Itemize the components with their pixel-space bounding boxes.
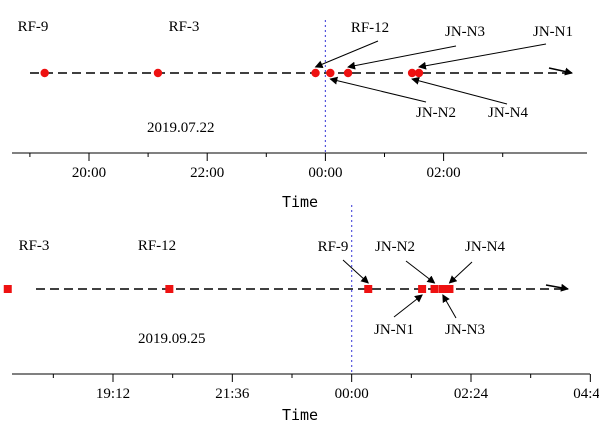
event-label: JN-N3 (445, 24, 485, 40)
event-marker (311, 68, 320, 78)
event-marker (165, 285, 174, 293)
markers-group-1 (40, 68, 424, 78)
leader-line (342, 259, 369, 284)
x-tick-label: 00:00 (335, 386, 369, 402)
event-label: RF-12 (351, 20, 389, 36)
event-label: JN-N1 (533, 24, 573, 40)
event-marker (326, 68, 335, 78)
event-marker (40, 68, 49, 78)
event-marker (407, 68, 417, 78)
event-marker (3, 285, 12, 293)
event-label: RF-9 (18, 19, 49, 35)
event-label: JN-N4 (465, 239, 505, 255)
timeline-end-arrow-2 (545, 283, 569, 292)
event-label: RF-3 (169, 19, 200, 35)
leader-line (347, 45, 457, 70)
event-marker (414, 68, 424, 78)
date-label-2: 2019.09.25 (138, 331, 206, 347)
x-tick-label: 21:36 (215, 386, 250, 402)
x-tick-label: 20:00 (72, 165, 106, 181)
leader-lines-group-2 (342, 259, 473, 319)
leader-line (442, 294, 457, 319)
leader-line (405, 260, 436, 284)
x-tick-label: 02:00 (427, 165, 461, 181)
x-tick-label: 22:00 (190, 165, 224, 181)
event-label: JN-N2 (416, 105, 456, 121)
event-marker (445, 285, 454, 293)
x-tick-label: 04:48 (573, 386, 599, 402)
x-axis-title-1: Time (282, 193, 318, 211)
event-marker (438, 285, 447, 293)
event-label: JN-N2 (375, 239, 415, 255)
date-label-1: 2019.07.22 (147, 120, 215, 136)
timeline-panel-2: 2019.09.25 19:12 21:36 00:00 02:24 04:48 Tim… (3, 205, 599, 424)
x-ticks-group-1: 20:00 22:00 00:00 02:00 (29, 153, 504, 181)
markers-group-2 (3, 285, 454, 293)
leader-lines-group-1 (314, 40, 547, 105)
event-label: RF-3 (19, 238, 50, 254)
event-label: JN-N1 (374, 322, 414, 338)
leader-line (411, 76, 508, 105)
x-tick-label: 19:12 (96, 386, 130, 402)
event-label: RF-9 (318, 239, 349, 255)
event-marker (364, 285, 373, 293)
leader-line (417, 43, 547, 70)
event-label: RF-12 (138, 238, 176, 254)
event-marker (343, 68, 353, 78)
x-ticks-group-2: 19:12 21:36 00:00 02:24 04:48 (52, 374, 599, 402)
x-axis-title-2: Time (282, 406, 318, 424)
x-tick-label: 00:00 (308, 165, 342, 181)
timeline-panel-1: 2019.07.22 20:00 22:00 00:00 02:00 Time RF-… (12, 19, 587, 211)
x-tick-label: 02:24 (454, 386, 489, 402)
event-labels-group-2: RF-3 RF-12 RF-9 JN-N1 JN-N2 JN-N3 JN-N4 (19, 238, 506, 338)
event-label: JN-N4 (488, 105, 528, 121)
leader-line (314, 40, 379, 69)
leader-line (448, 261, 473, 284)
event-marker (430, 285, 439, 293)
leader-line (329, 76, 427, 103)
event-marker (153, 68, 163, 78)
event-marker (418, 285, 427, 293)
timeline-end-arrow-1 (548, 67, 573, 76)
event-labels-group-1: RF-9 RF-3 RF-12 JN-N2 JN-N3 JN-N4 JN-N1 (18, 19, 573, 121)
event-label: JN-N3 (445, 322, 485, 338)
leader-line (393, 294, 423, 318)
